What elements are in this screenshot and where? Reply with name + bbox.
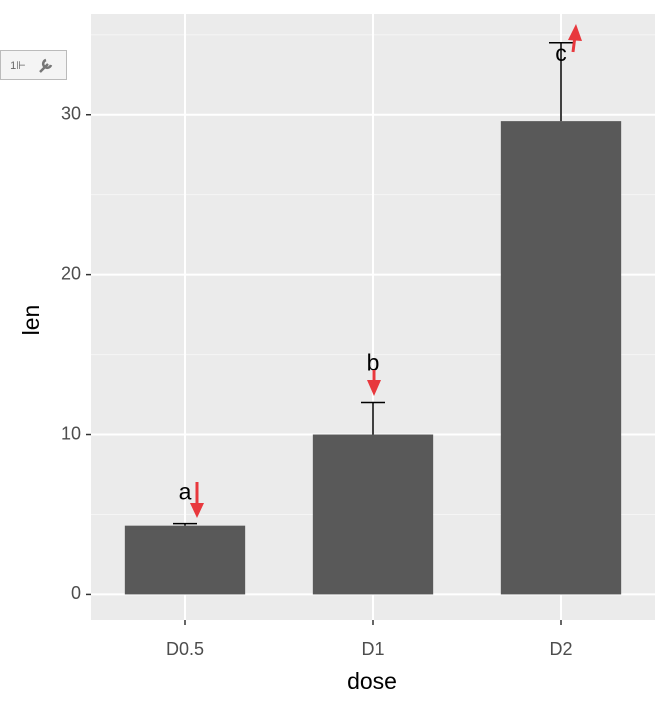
y-tick-label: 0 xyxy=(71,583,81,603)
x-tick-label: D0.5 xyxy=(166,639,204,659)
error-bar xyxy=(361,401,385,435)
annotation: b xyxy=(367,350,380,376)
annotation: a xyxy=(179,479,192,505)
y-tick-label: 20 xyxy=(61,263,81,283)
x-tick-label: D2 xyxy=(549,639,572,659)
marks: a b c xyxy=(124,40,622,595)
y-tick-label: 30 xyxy=(61,103,81,123)
bar xyxy=(312,434,434,595)
error-bar xyxy=(549,42,573,122)
x-axis-title: dose xyxy=(347,668,397,694)
y-axis-title: len xyxy=(18,305,44,336)
y-tick-label: 10 xyxy=(61,423,81,443)
toolbar-icon[interactable]: 1⊩ xyxy=(0,50,67,80)
error-bar xyxy=(173,522,197,526)
bar xyxy=(124,525,246,595)
annotation: c xyxy=(555,40,567,66)
svg-text:1⊩: 1⊩ xyxy=(10,60,26,72)
bar xyxy=(500,121,622,595)
red-arrows xyxy=(190,24,582,518)
x-tick-label: D1 xyxy=(361,639,384,659)
